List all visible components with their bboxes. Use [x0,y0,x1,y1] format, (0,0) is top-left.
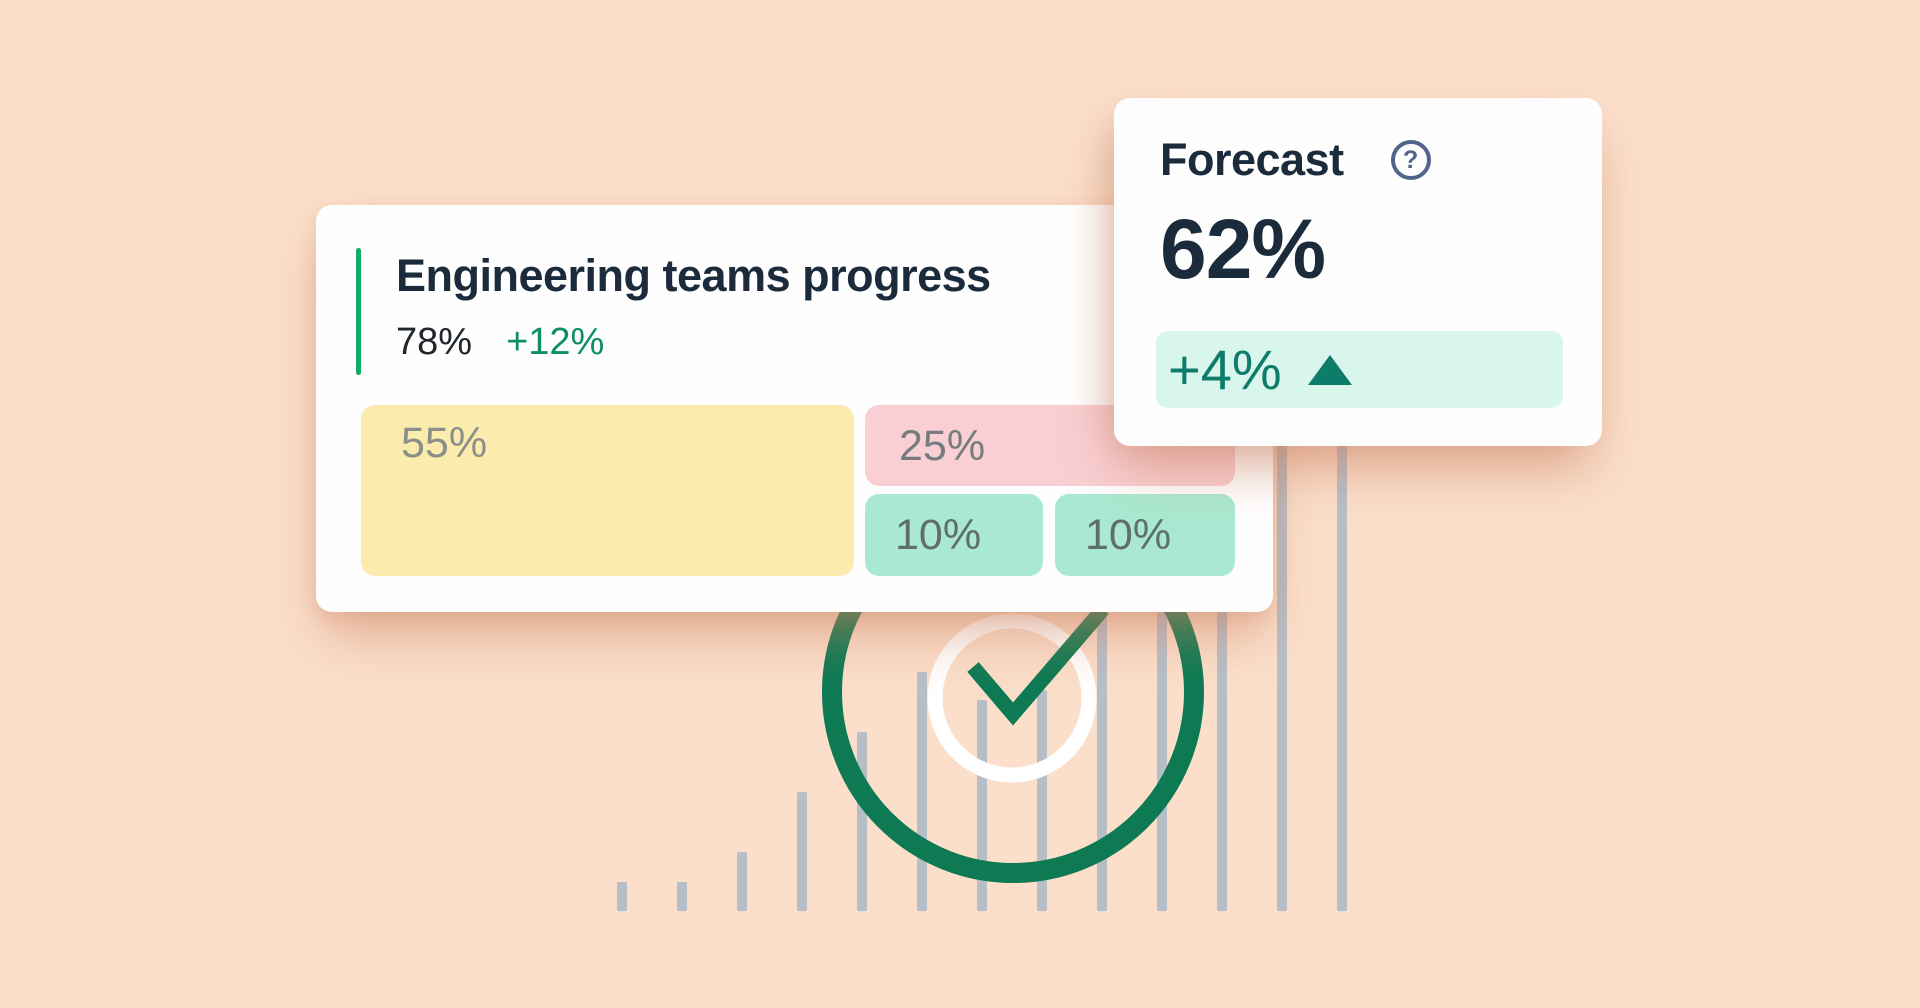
help-icon[interactable]: ? [1390,140,1431,180]
decor-bar [617,882,627,911]
decor-bar [737,852,747,911]
progress-segment-55: 55% [361,405,854,576]
decor-bar [1097,598,1107,911]
progress-stats: 78% +12% [396,320,604,364]
segment-label: 10% [895,511,982,559]
progress-segment-10a: 10% [865,494,1043,576]
progress-segment-10b: 10% [1055,494,1235,576]
decor-bar [1277,440,1287,911]
forecast-delta-value: +4% [1168,337,1282,401]
decor-bar [677,882,687,911]
decor-bar [1217,598,1227,911]
segment-label: 55% [401,419,488,467]
forecast-delta-badge: +4% [1156,331,1563,408]
decor-bar [1157,598,1167,911]
decor-bar [977,700,987,911]
forecast-card-title: Forecast [1160,134,1344,185]
decor-white-ring [927,613,1097,783]
decor-bar [857,732,867,911]
triangle-up-icon [1307,354,1352,385]
decor-check-icon [967,604,1109,726]
decor-bar [797,792,807,911]
decor-bar [917,672,927,911]
segment-label: 25% [899,421,986,470]
segment-label: 10% [1085,511,1172,559]
forecast-header: Forecast ? [1160,132,1431,188]
forecast-card: Forecast ? 62% +4% [1114,98,1602,446]
decor-bar [1337,440,1347,911]
accent-bar [356,248,361,375]
decor-bar [1037,690,1047,911]
progress-card: Engineering teams progress 78% +12% 55% … [316,205,1273,612]
forecast-value: 62% [1160,202,1326,296]
triangle-up-shape [1307,354,1352,385]
progress-total-value: 78% [396,321,473,363]
progress-delta-value: +12% [506,321,605,363]
progress-card-title: Engineering teams progress [396,250,991,301]
